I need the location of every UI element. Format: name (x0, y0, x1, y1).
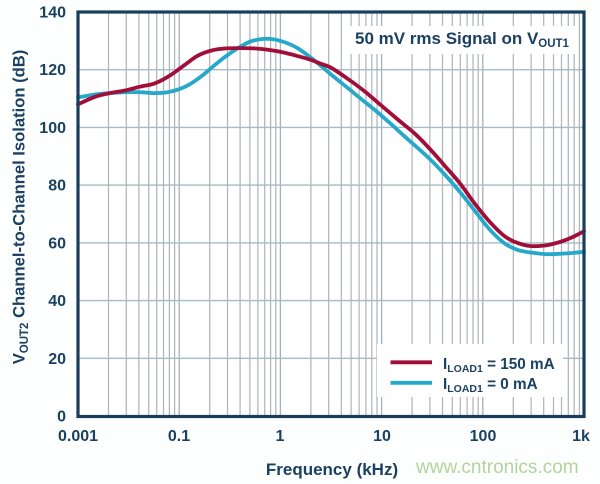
svg-text:40: 40 (48, 293, 66, 310)
svg-text:0: 0 (57, 409, 66, 426)
svg-text:120: 120 (39, 62, 66, 79)
svg-text:ILOAD1 = 150 mA: ILOAD1 = 150 mA (443, 356, 555, 375)
svg-text:60: 60 (48, 235, 66, 252)
svg-text:1: 1 (276, 428, 285, 445)
svg-text:0.1: 0.1 (168, 428, 190, 445)
svg-text:10: 10 (373, 428, 391, 445)
svg-text:100: 100 (470, 428, 497, 445)
svg-text:140: 140 (39, 5, 66, 22)
svg-text:0.001: 0.001 (58, 428, 98, 445)
svg-text:www.cntronics.com: www.cntronics.com (415, 457, 579, 478)
svg-text:80: 80 (48, 178, 66, 195)
svg-text:Frequency (kHz): Frequency (kHz) (266, 460, 398, 479)
svg-text:20: 20 (48, 351, 66, 368)
svg-text:100: 100 (39, 120, 66, 137)
svg-text:VOUT2 Channel-to-Channel Isola: VOUT2 Channel-to-Channel Isolation (dB) (9, 50, 31, 365)
svg-text:1k: 1k (572, 428, 590, 445)
svg-text:50 mV rms Signal on VOUT1: 50 mV rms Signal on VOUT1 (355, 29, 570, 50)
